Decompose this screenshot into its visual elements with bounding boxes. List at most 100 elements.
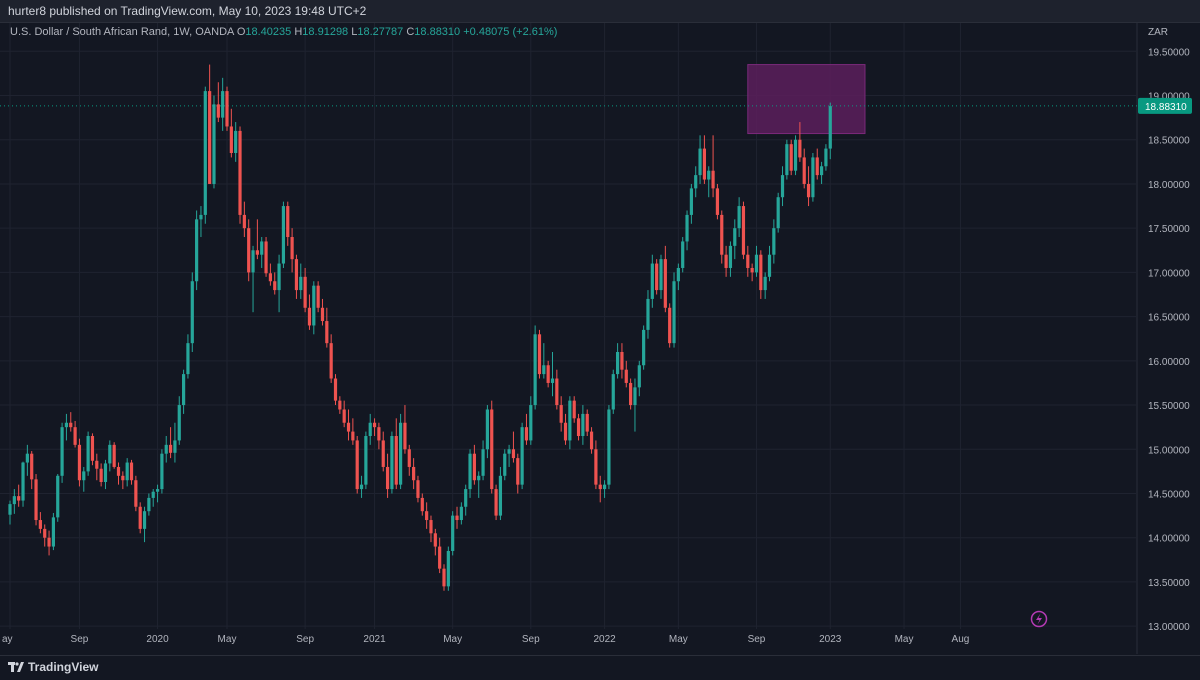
candle-down[interactable]: [168, 427, 173, 459]
candle-down[interactable]: [69, 412, 73, 432]
candle-down[interactable]: [546, 360, 550, 388]
candle-down[interactable]: [559, 396, 563, 432]
candle-down[interactable]: [216, 82, 220, 123]
candle-up[interactable]: [60, 422, 64, 483]
candle-up[interactable]: [151, 489, 155, 507]
chart-area[interactable]: ZAR 19.50000 19.00000 18.50000 18.00000 17.50…: [0, 23, 1200, 654]
candle-down[interactable]: [355, 436, 359, 494]
candle-down[interactable]: [77, 438, 82, 487]
candle-up[interactable]: [824, 144, 828, 171]
candle-up[interactable]: [642, 325, 646, 370]
candle-down[interactable]: [750, 263, 754, 282]
candle-up[interactable]: [685, 210, 689, 251]
candle-up[interactable]: [390, 431, 394, 494]
candle-down[interactable]: [242, 201, 246, 238]
candle-down[interactable]: [598, 475, 602, 503]
candle-up[interactable]: [464, 484, 468, 516]
candle-down[interactable]: [663, 245, 667, 313]
candle-up[interactable]: [82, 466, 86, 492]
candle-down[interactable]: [416, 475, 420, 503]
candle-up[interactable]: [811, 153, 815, 202]
candle-up[interactable]: [125, 458, 129, 487]
candle-down[interactable]: [802, 148, 806, 189]
candle-up[interactable]: [142, 506, 147, 543]
candle-down[interactable]: [433, 528, 437, 556]
candle-up[interactable]: [477, 471, 481, 498]
candle-down[interactable]: [702, 135, 706, 184]
candle-down[interactable]: [294, 254, 299, 299]
candle-up[interactable]: [25, 444, 29, 476]
candle-down[interactable]: [563, 413, 568, 445]
candle-up[interactable]: [498, 466, 503, 521]
candle-up[interactable]: [763, 272, 767, 299]
candle-down[interactable]: [429, 515, 433, 543]
candle-down[interactable]: [624, 360, 628, 388]
candle-down[interactable]: [286, 201, 290, 246]
candle-down[interactable]: [407, 444, 411, 476]
candle-up[interactable]: [160, 449, 164, 494]
candle-down[interactable]: [17, 484, 21, 507]
candle-down[interactable]: [329, 334, 333, 383]
candle-down[interactable]: [594, 440, 598, 490]
candle-up[interactable]: [147, 493, 151, 516]
candle-up[interactable]: [155, 484, 160, 503]
candle-up[interactable]: [737, 197, 741, 238]
candle-up[interactable]: [468, 449, 472, 498]
candle-down[interactable]: [43, 524, 47, 547]
candle-down[interactable]: [290, 228, 294, 273]
candle-up[interactable]: [203, 86, 207, 224]
candle-down[interactable]: [342, 400, 346, 428]
candle-down[interactable]: [351, 418, 355, 445]
candle-down[interactable]: [372, 418, 377, 437]
candle-down[interactable]: [472, 444, 476, 485]
candle-up[interactable]: [611, 369, 615, 414]
candle-up[interactable]: [733, 219, 737, 260]
candle-down[interactable]: [303, 267, 307, 313]
candle-down[interactable]: [264, 237, 268, 277]
candle-up[interactable]: [767, 245, 772, 282]
candle-up[interactable]: [542, 343, 546, 379]
candle-down[interactable]: [576, 413, 581, 441]
candle-down[interactable]: [325, 307, 329, 348]
candle-down[interactable]: [555, 369, 559, 410]
candle-up[interactable]: [707, 166, 711, 198]
candle-down[interactable]: [494, 484, 498, 521]
candle-up[interactable]: [481, 440, 485, 481]
candle-up[interactable]: [681, 237, 685, 273]
candle-down[interactable]: [438, 537, 442, 574]
candle-down[interactable]: [346, 409, 351, 441]
candle-up[interactable]: [607, 405, 611, 490]
candle-down[interactable]: [668, 303, 672, 348]
price-chart[interactable]: ZAR 19.50000 19.00000 18.50000 18.00000 17.50…: [0, 23, 1200, 654]
candle-down[interactable]: [806, 166, 811, 207]
candle-down[interactable]: [307, 294, 312, 330]
candle-down[interactable]: [572, 396, 576, 423]
candle-down[interactable]: [138, 502, 142, 534]
candle-up[interactable]: [793, 135, 798, 176]
candle-up[interactable]: [51, 512, 55, 551]
candle-down[interactable]: [99, 463, 103, 487]
candle-down[interactable]: [403, 405, 407, 454]
candle-down[interactable]: [629, 378, 633, 410]
candle-up[interactable]: [177, 396, 181, 445]
candle-down[interactable]: [655, 259, 659, 295]
candle-down[interactable]: [394, 418, 398, 490]
candle-down[interactable]: [112, 442, 116, 469]
candle-up[interactable]: [64, 413, 69, 441]
candle-up[interactable]: [581, 405, 585, 445]
candle-down[interactable]: [381, 431, 385, 472]
candle-up[interactable]: [212, 95, 216, 189]
candle-up[interactable]: [485, 405, 489, 459]
candle-down[interactable]: [247, 219, 251, 282]
candle-up[interactable]: [507, 444, 511, 467]
candle-down[interactable]: [338, 396, 342, 414]
candle-down[interactable]: [711, 135, 715, 198]
candle-up[interactable]: [368, 413, 372, 445]
candle-up[interactable]: [260, 237, 264, 268]
candle-down[interactable]: [420, 493, 424, 516]
candle-down[interactable]: [121, 471, 125, 490]
candle-up[interactable]: [190, 272, 194, 352]
candle-down[interactable]: [377, 422, 381, 450]
candle-up[interactable]: [108, 440, 112, 472]
tradingview-brand[interactable]: TradingView: [8, 660, 98, 674]
